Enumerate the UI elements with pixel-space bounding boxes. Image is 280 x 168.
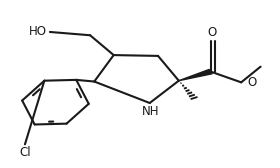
Text: O: O xyxy=(207,26,217,39)
Text: NH: NH xyxy=(142,105,160,118)
Text: HO: HO xyxy=(29,26,47,38)
Text: O: O xyxy=(247,76,256,89)
Polygon shape xyxy=(179,70,212,81)
Text: Cl: Cl xyxy=(19,146,31,159)
